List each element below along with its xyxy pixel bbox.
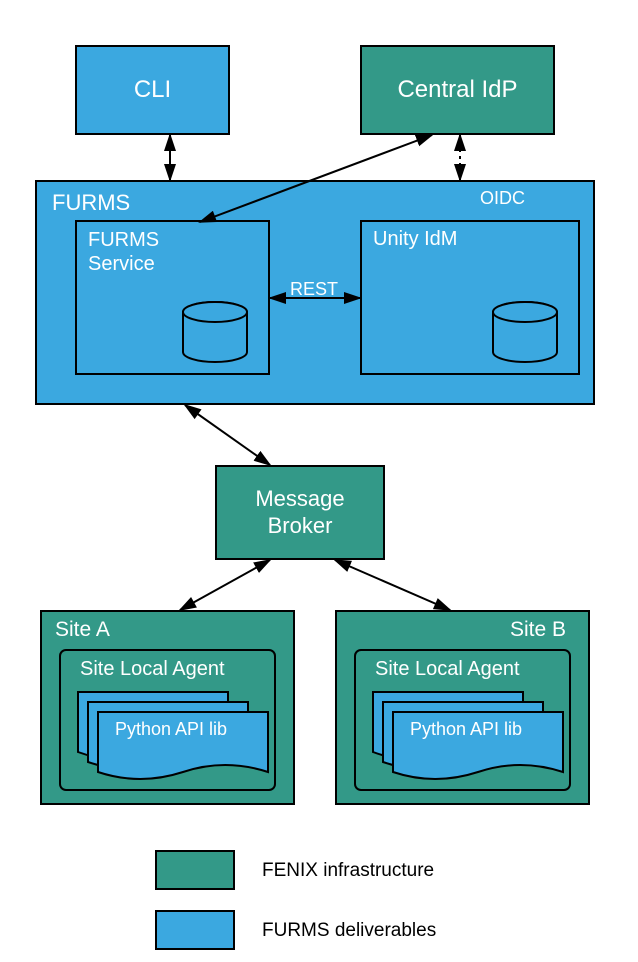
furms-service-label: FURMS Service xyxy=(88,228,159,276)
site-a-label: Site A xyxy=(55,618,110,642)
legend-green-box xyxy=(155,850,235,890)
legend-blue-box xyxy=(155,910,235,950)
furms-container-label: FURMS xyxy=(52,190,130,216)
legend-blue-label: FURMS deliverables xyxy=(262,920,436,942)
cli-label: CLI xyxy=(134,76,171,104)
unity-idm-label: Unity IdM xyxy=(373,228,457,251)
central-idp-label: Central IdP xyxy=(397,76,517,104)
message-broker-box: Message Broker xyxy=(215,465,385,560)
central-idp-box: Central IdP xyxy=(360,45,555,135)
message-broker-label: Message Broker xyxy=(255,486,344,539)
cli-box: CLI xyxy=(75,45,230,135)
site-b-label: Site B xyxy=(510,618,566,642)
rest-label: REST xyxy=(290,279,338,300)
legend-green-label: FENIX infrastructure xyxy=(262,860,434,882)
oidc-label: OIDC xyxy=(480,188,525,209)
